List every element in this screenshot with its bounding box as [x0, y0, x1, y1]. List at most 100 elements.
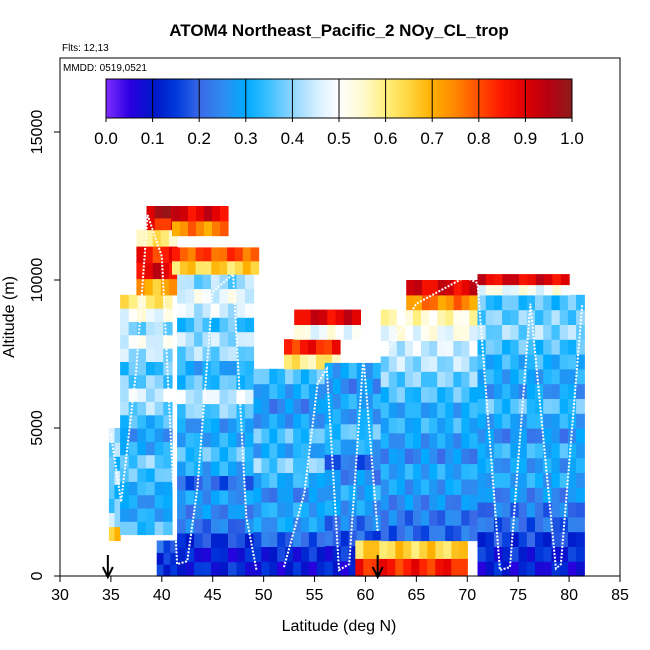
heatmap-cell [576, 428, 585, 444]
colorbar-segment [213, 79, 216, 118]
heatmap-cell [156, 552, 165, 565]
heatmap-cell [172, 206, 181, 222]
heatmap-cell [146, 414, 156, 429]
heatmap-cell [285, 472, 294, 488]
heatmap-cell [261, 516, 270, 533]
heatmap-cell [518, 472, 528, 488]
heatmap-cell [340, 469, 350, 486]
colorbar-segment [348, 79, 352, 118]
heatmap-cell [194, 417, 204, 433]
heatmap-cell [120, 388, 130, 402]
heatmap-cell [245, 360, 255, 376]
colorbar-segment [523, 79, 526, 118]
heatmap-cell [179, 247, 189, 262]
heatmap-cell [253, 531, 262, 547]
heatmap-cell [502, 546, 511, 562]
heatmap-cell [518, 309, 528, 325]
heatmap-cell [308, 546, 318, 562]
heatmap-cell [380, 371, 390, 388]
colorbar-segment [411, 79, 414, 118]
heatmap-cell [380, 417, 390, 434]
heatmap-cell [340, 439, 350, 455]
heatmap-cell [502, 398, 511, 414]
colorbar-segment [334, 79, 338, 118]
heatmap-cell [194, 547, 204, 563]
heatmap-cell [187, 247, 197, 262]
heatmap-cell [128, 441, 138, 456]
heatmap-cell [245, 475, 255, 491]
heatmap-cell [576, 294, 585, 311]
heatmap-cell [453, 448, 462, 465]
heatmap-cell [380, 478, 390, 495]
heatmap-cell [202, 489, 212, 505]
heatmap-cell [185, 274, 195, 290]
colorbar-segment [401, 79, 405, 118]
colorbar-segment [504, 79, 508, 118]
heatmap-cell [228, 504, 238, 520]
heatmap-cell [194, 504, 204, 520]
heatmap-cell [137, 468, 147, 482]
heatmap-cell [403, 540, 412, 559]
heatmap-cell [567, 457, 577, 473]
heatmap-cell [120, 361, 130, 376]
heatmap-cell [363, 540, 372, 559]
heatmap-cell [277, 487, 286, 503]
heatmap-cell [163, 414, 173, 429]
colorbar-segment [544, 79, 547, 118]
heatmap-cell [469, 280, 478, 296]
heatmap-cell [185, 317, 195, 333]
colorbar-segment [481, 79, 484, 118]
heatmap-cell [301, 546, 310, 562]
heatmap-cell [301, 487, 310, 503]
heatmap-cell [413, 448, 422, 465]
heatmap-cell [551, 531, 561, 547]
heatmap-cell [535, 398, 544, 414]
colorbar-segment [369, 79, 373, 118]
heatmap-cell [146, 206, 156, 219]
heatmap-cell [185, 302, 195, 318]
heatmap-cell [236, 446, 246, 462]
heatmap-cell [319, 309, 328, 325]
heatmap-cell [236, 504, 246, 520]
heatmap-cell [146, 428, 156, 442]
heatmap-cell [211, 302, 221, 318]
heatmap-cell [269, 516, 278, 533]
heatmap-cell [324, 515, 334, 531]
colorbar-segment [243, 79, 247, 118]
colorbar-segment [513, 79, 517, 118]
heatmap-cell [172, 247, 181, 262]
heatmap-cell [245, 374, 255, 390]
heatmap-cell [445, 355, 454, 372]
heatmap-cell [427, 540, 436, 559]
heatmap-cell [211, 475, 221, 491]
heatmap-cell [502, 531, 511, 547]
colorbar-segment [534, 79, 538, 118]
heatmap-cell [567, 502, 577, 518]
heatmap-cell [404, 478, 414, 495]
heatmap-cell [211, 547, 221, 563]
heatmap-cell [559, 546, 569, 562]
heatmap-cell [152, 262, 162, 280]
heatmap-cell [245, 561, 255, 577]
heatmap-cell [137, 348, 147, 362]
heatmap-cell [576, 413, 585, 429]
colorbar-segment [259, 79, 263, 118]
colorbar-tick-label: 0.7 [420, 129, 444, 148]
colorbar-segment [425, 79, 428, 118]
heatmap-cell [285, 457, 294, 473]
heatmap-cell [302, 309, 312, 325]
heatmap-cell [316, 428, 326, 444]
heatmap-cell [567, 339, 577, 355]
heatmap-cell [177, 532, 187, 548]
heatmap-cell [576, 516, 585, 533]
heatmap-cell [120, 348, 130, 362]
heatmap-cell [120, 321, 130, 336]
y-tick-label: 5000 [29, 410, 46, 446]
down-arrow-head [371, 566, 384, 580]
heatmap-cell [146, 494, 156, 509]
heatmap-cell [429, 280, 439, 296]
heatmap-cell [404, 371, 414, 388]
heatmap-cell [211, 461, 221, 476]
heatmap-cell [421, 371, 430, 388]
heatmap-cell [211, 331, 221, 347]
